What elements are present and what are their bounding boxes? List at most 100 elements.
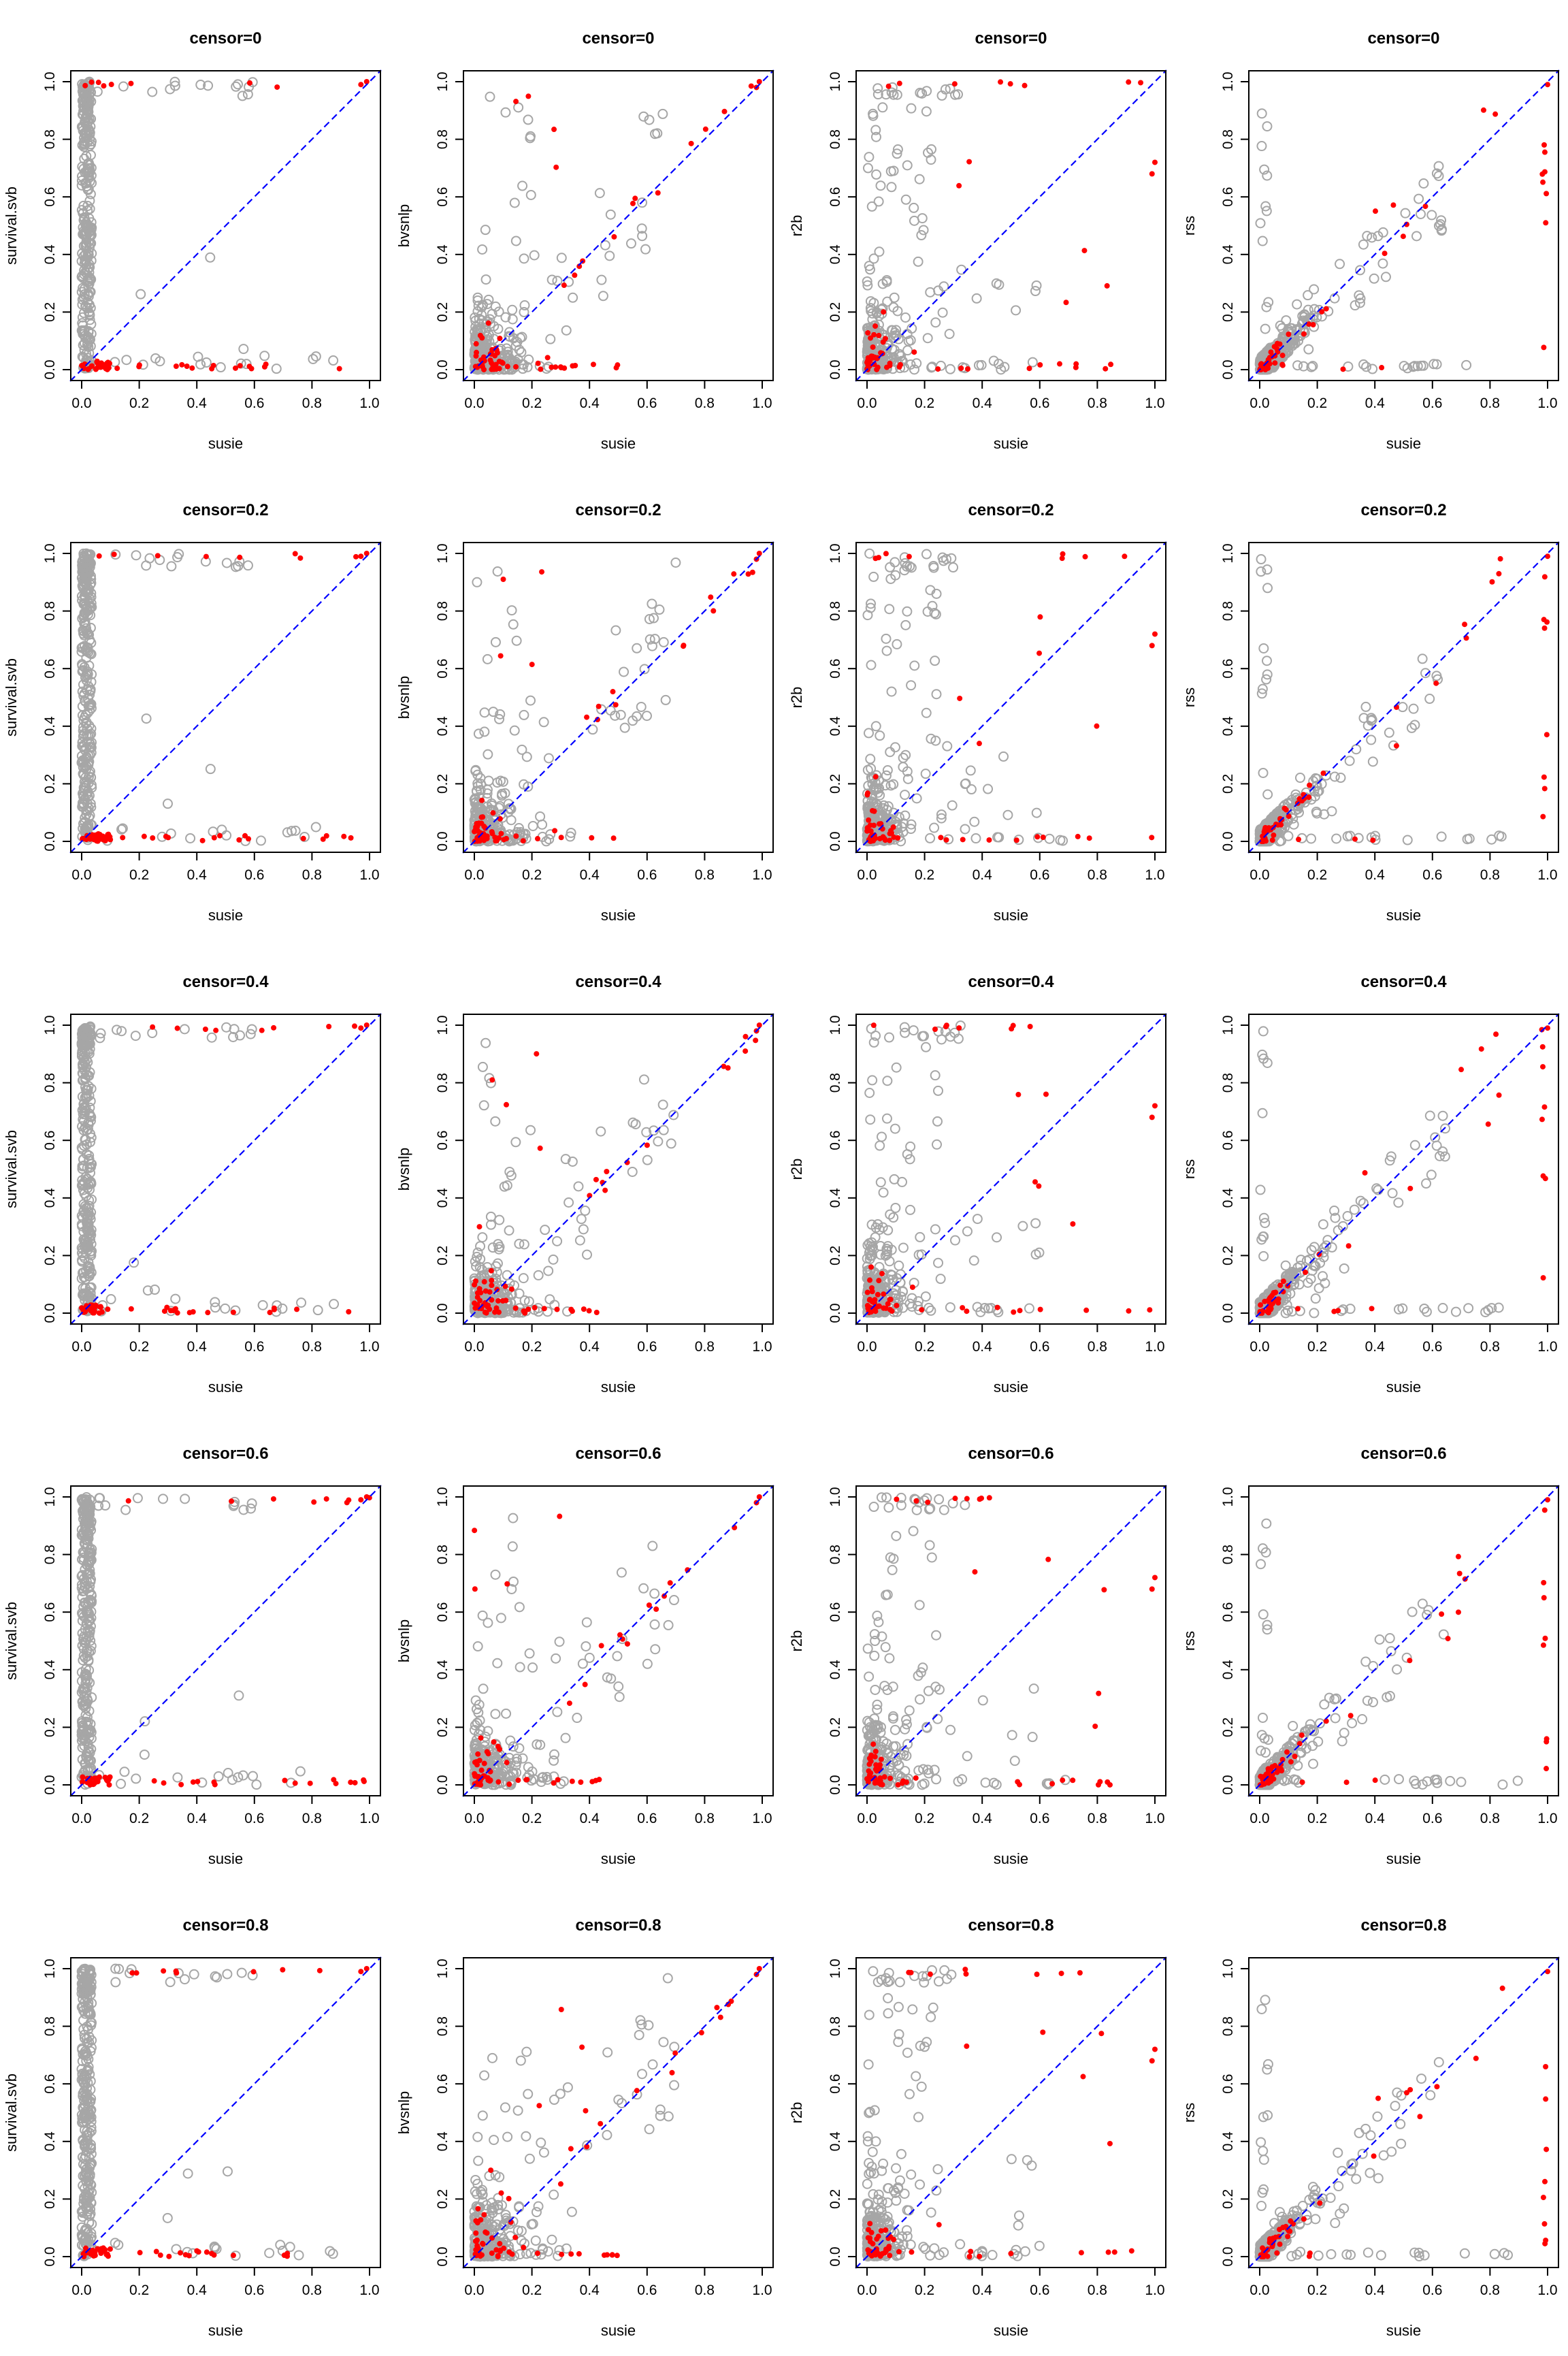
point-causal — [82, 1309, 88, 1314]
point-causal — [966, 159, 972, 165]
point-causal — [217, 833, 223, 839]
point-non-causal — [1369, 757, 1377, 766]
y-axis-label: bvsnlp — [395, 676, 412, 720]
point-non-causal — [914, 257, 923, 266]
y-tick-label: 0.0 — [828, 359, 843, 379]
point-non-causal — [209, 827, 218, 836]
point-causal — [881, 339, 886, 344]
point-non-causal — [885, 604, 894, 613]
point-non-causal — [1031, 1219, 1040, 1227]
point-causal — [604, 1169, 609, 1174]
point-causal — [504, 836, 509, 841]
x-tick-label: 1.0 — [1537, 1339, 1557, 1355]
point-non-causal — [217, 825, 226, 834]
point-causal — [105, 367, 110, 372]
point-causal — [1122, 553, 1127, 559]
point-non-causal — [1340, 1264, 1349, 1273]
x-tick-label: 0.4 — [1365, 396, 1386, 411]
point-non-causal — [936, 1274, 945, 1283]
point-non-causal — [1296, 773, 1305, 782]
point-causal — [1149, 835, 1154, 840]
identity-line — [1248, 1014, 1559, 1325]
point-causal — [871, 822, 877, 828]
y-axis-label: bvsnlp — [395, 1148, 412, 1191]
point-causal — [1258, 1302, 1263, 1308]
point-causal — [274, 84, 280, 90]
y-tick-label: 0.8 — [435, 129, 451, 149]
point-causal — [1542, 786, 1548, 791]
point-non-causal — [933, 1117, 942, 1126]
point-non-causal — [512, 636, 521, 645]
point-causal — [497, 336, 502, 341]
point-causal — [655, 190, 661, 195]
identity-line — [855, 542, 1166, 853]
point-causal — [489, 1268, 494, 1274]
x-tick-label: 1.0 — [1537, 396, 1557, 411]
x-tick-label: 0.6 — [1030, 867, 1049, 883]
point-non-causal — [1367, 735, 1375, 744]
identity-line — [463, 70, 774, 381]
point-causal — [870, 1299, 875, 1304]
point-non-causal — [485, 93, 494, 101]
point-non-causal — [875, 1142, 884, 1150]
point-non-causal — [1426, 1112, 1435, 1120]
point-causal — [611, 234, 617, 240]
panel-title: censor=0.4 — [182, 973, 269, 991]
point-non-causal — [1422, 1179, 1431, 1188]
point-causal — [489, 1077, 495, 1082]
x-tick-label: 0.2 — [915, 396, 934, 411]
point-non-causal — [122, 355, 131, 364]
point-non-causal — [931, 318, 940, 327]
point-non-causal — [934, 1086, 943, 1095]
point-non-causal — [1032, 809, 1041, 818]
point-causal — [1281, 1278, 1286, 1284]
point-causal — [179, 362, 184, 368]
point-causal — [1036, 651, 1042, 656]
point-non-causal — [930, 824, 938, 833]
point-causal — [1541, 142, 1547, 148]
point-non-causal — [148, 87, 157, 96]
point-causal — [1261, 837, 1267, 842]
y-tick-label: 0.2 — [828, 302, 843, 322]
point-causal — [879, 1271, 885, 1276]
point-causal — [1284, 807, 1289, 813]
panel-title: censor=0.6 — [182, 1445, 268, 1463]
point-non-causal — [119, 82, 128, 91]
point-non-causal — [483, 750, 492, 759]
point-non-causal — [946, 1303, 955, 1312]
y-tick-label: 0.2 — [1220, 302, 1236, 322]
point-non-causal — [865, 1088, 874, 1097]
point-causal — [263, 361, 269, 367]
x-tick-label: 0.2 — [129, 1339, 149, 1355]
point-causal — [1390, 202, 1396, 208]
point-causal — [944, 837, 949, 843]
point-causal — [553, 364, 558, 370]
point-non-causal — [530, 251, 539, 260]
point-causal — [1152, 159, 1158, 165]
point-non-causal — [659, 1100, 668, 1109]
point-non-causal — [1257, 142, 1266, 150]
point-causal — [1379, 365, 1384, 370]
y-axis-label: rss — [1181, 216, 1198, 236]
point-causal — [891, 824, 896, 830]
point-causal — [1060, 551, 1066, 557]
point-causal — [184, 364, 190, 369]
point-non-causal — [557, 253, 566, 262]
x-tick-label: 0.6 — [1030, 1339, 1049, 1355]
y-tick-label: 0.8 — [42, 1073, 58, 1093]
point-non-causal — [545, 1295, 554, 1304]
point-non-causal — [1263, 790, 1272, 799]
x-tick-label: 1.0 — [1537, 867, 1557, 883]
point-non-causal — [576, 1236, 585, 1245]
identity-line — [70, 542, 381, 853]
point-non-causal — [483, 655, 492, 664]
point-causal — [162, 1308, 167, 1314]
point-causal — [483, 835, 489, 841]
y-tick-label: 0.2 — [435, 302, 451, 322]
y-tick-label: 0.2 — [828, 1246, 843, 1265]
point-non-causal — [1261, 325, 1270, 334]
point-causal — [542, 1306, 547, 1311]
